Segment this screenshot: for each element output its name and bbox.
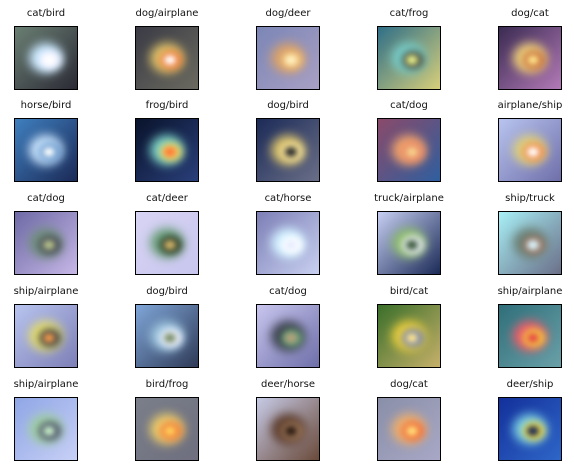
grid-cell: dog/airplane: [135, 8, 199, 88]
heatmap-image: [256, 118, 320, 182]
heatmap-image: [14, 211, 78, 275]
heatmap-image: [377, 118, 441, 182]
heatmap-image: [135, 397, 199, 461]
heat-region: [406, 55, 418, 65]
heatmap-image: [135, 304, 199, 368]
heat-region: [43, 240, 55, 250]
grid-cell: frog/bird: [135, 100, 199, 180]
heat-region: [406, 240, 418, 250]
grid-cell: ship/airplane: [14, 379, 78, 459]
heatmap-image: [498, 397, 562, 461]
heatmap-image: [498, 118, 562, 182]
grid-cell: ship/airplane: [498, 286, 562, 366]
grid-cell: dog/bird: [256, 100, 320, 180]
cell-label: ship/truck: [458, 193, 574, 205]
heat-region: [285, 333, 297, 343]
grid-cell: truck/airplane: [377, 193, 441, 273]
heat-region: [164, 426, 176, 436]
heat-region: [43, 147, 55, 157]
heat-region: [285, 240, 297, 250]
heat-region: [164, 147, 176, 157]
grid-cell: deer/horse: [256, 379, 320, 459]
heatmap-image: [498, 211, 562, 275]
heat-region: [406, 426, 418, 436]
cell-label: ship/airplane: [458, 286, 574, 298]
heat-region: [164, 55, 176, 65]
heat-region: [285, 426, 297, 436]
grid-cell: cat/dog: [377, 100, 441, 180]
grid-cell: dog/deer: [256, 8, 320, 88]
heat-region: [43, 426, 55, 436]
heatmap-image: [14, 118, 78, 182]
heat-region: [527, 240, 539, 250]
grid-cell: dog/cat: [498, 8, 562, 88]
cell-label: deer/ship: [458, 379, 574, 391]
grid-cell: cat/deer: [135, 193, 199, 273]
grid-cell: cat/bird: [14, 8, 78, 88]
grid-cell: ship/truck: [498, 193, 562, 273]
cell-label: dog/cat: [458, 8, 574, 20]
heatmap-image: [256, 26, 320, 90]
heat-region: [527, 426, 539, 436]
heatmap-image: [377, 304, 441, 368]
heatmap-image: [256, 211, 320, 275]
heat-region: [285, 55, 297, 65]
grid-cell: ship/airplane: [14, 286, 78, 366]
grid-cell: cat/dog: [256, 286, 320, 366]
heatmap-image: [377, 211, 441, 275]
grid-cell: bird/cat: [377, 286, 441, 366]
grid-cell: bird/frog: [135, 379, 199, 459]
heat-region: [406, 147, 418, 157]
grid-cell: cat/dog: [14, 193, 78, 273]
heatmap-image: [135, 211, 199, 275]
heatmap-image: [14, 397, 78, 461]
grid-cell: dog/cat: [377, 379, 441, 459]
grid-cell: deer/ship: [498, 379, 562, 459]
grid-cell: dog/bird: [135, 286, 199, 366]
heat-region: [43, 333, 55, 343]
heat-region: [527, 55, 539, 65]
heatmap-image: [498, 304, 562, 368]
grid-cell: cat/horse: [256, 193, 320, 273]
heat-region: [406, 333, 418, 343]
heat-region: [285, 147, 297, 157]
heatmap-image: [498, 26, 562, 90]
heatmap-image: [377, 26, 441, 90]
heatmap-image: [135, 26, 199, 90]
grid-cell: horse/bird: [14, 100, 78, 180]
heatmap-image: [135, 118, 199, 182]
grid-cell: cat/frog: [377, 8, 441, 88]
cell-label: airplane/ship: [458, 100, 574, 112]
grid-cell: airplane/ship: [498, 100, 562, 180]
heat-region: [164, 240, 176, 250]
heatmap-image: [256, 304, 320, 368]
heatmap-image: [14, 304, 78, 368]
heat-region: [527, 333, 539, 343]
heat-region: [527, 147, 539, 157]
heat-region: [164, 333, 176, 343]
heatmap-image: [256, 397, 320, 461]
heat-region: [43, 55, 55, 65]
heatmap-image: [377, 397, 441, 461]
heatmap-image: [14, 26, 78, 90]
